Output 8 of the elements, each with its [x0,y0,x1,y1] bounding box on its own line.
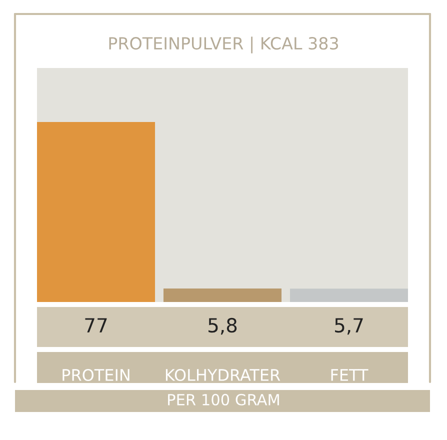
data-label: 77 [85,318,107,332]
text: PER 100 GRAM [168,394,279,406]
chart-title: PROTEINPULVER | KCAL 383 [109,36,338,54]
data-label: 5,7 [335,318,363,335]
x-tick-label: KOLHYDRATER [166,368,280,382]
data-label: 5,8 [208,318,237,335]
x-tick-label: FETT [331,369,368,381]
x-tick-label: PROTEIN [62,368,130,382]
